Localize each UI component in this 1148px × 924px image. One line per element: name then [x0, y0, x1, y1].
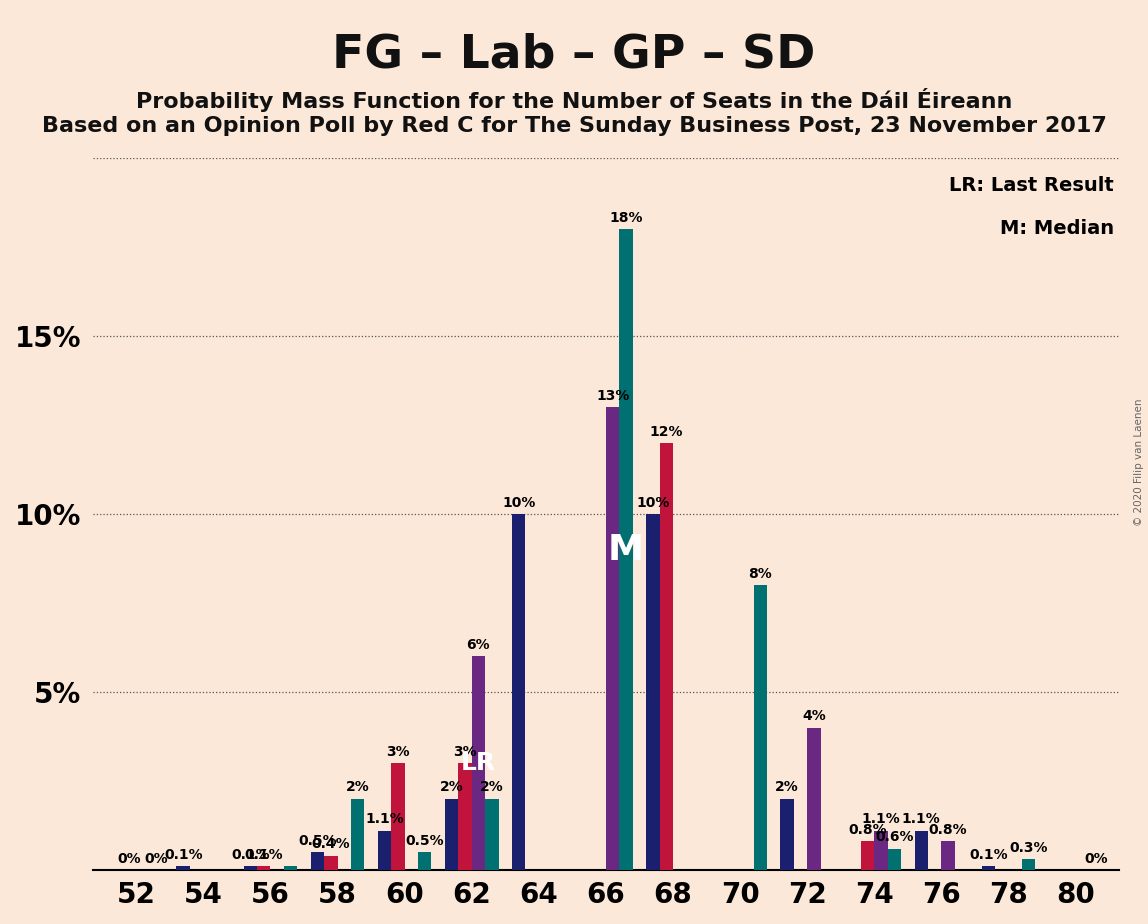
- Text: 0.5%: 0.5%: [405, 833, 444, 848]
- Bar: [458, 763, 472, 869]
- Bar: [378, 831, 391, 869]
- Text: Probability Mass Function for the Number of Seats in the Dáil Éireann: Probability Mass Function for the Number…: [135, 88, 1013, 112]
- Text: M: M: [608, 532, 644, 566]
- Text: 1.1%: 1.1%: [902, 812, 940, 826]
- Text: 0%: 0%: [118, 852, 141, 866]
- Text: LR: LR: [460, 751, 496, 775]
- Bar: [391, 763, 404, 869]
- Text: 2%: 2%: [775, 781, 799, 795]
- Text: 0.1%: 0.1%: [164, 848, 202, 862]
- Bar: [243, 867, 257, 869]
- Text: 0.6%: 0.6%: [875, 831, 914, 845]
- Text: 18%: 18%: [610, 211, 643, 225]
- Bar: [646, 514, 660, 869]
- Bar: [486, 798, 498, 869]
- Bar: [177, 867, 189, 869]
- Text: Based on an Opinion Poll by Red C for The Sunday Business Post, 23 November 2017: Based on an Opinion Poll by Red C for Th…: [41, 116, 1107, 136]
- Text: 0.8%: 0.8%: [929, 823, 968, 837]
- Text: 0.5%: 0.5%: [298, 833, 336, 848]
- Text: 12%: 12%: [650, 425, 683, 439]
- Bar: [887, 848, 901, 869]
- Text: 4%: 4%: [802, 710, 825, 723]
- Text: 8%: 8%: [748, 567, 773, 581]
- Bar: [512, 514, 526, 869]
- Text: 1.1%: 1.1%: [862, 812, 900, 826]
- Bar: [1022, 859, 1035, 869]
- Bar: [284, 867, 297, 869]
- Text: 0%: 0%: [145, 852, 168, 866]
- Text: 3%: 3%: [453, 745, 476, 759]
- Text: 0.1%: 0.1%: [969, 848, 1008, 862]
- Bar: [941, 842, 955, 869]
- Bar: [915, 831, 928, 869]
- Text: 0.3%: 0.3%: [1009, 841, 1048, 855]
- Text: © 2020 Filip van Laenen: © 2020 Filip van Laenen: [1134, 398, 1143, 526]
- Text: 3%: 3%: [386, 745, 410, 759]
- Bar: [311, 852, 324, 869]
- Text: M: Median: M: Median: [1000, 219, 1114, 237]
- Text: 2%: 2%: [440, 781, 464, 795]
- Text: 6%: 6%: [466, 638, 490, 652]
- Bar: [861, 842, 875, 869]
- Bar: [351, 798, 364, 869]
- Bar: [753, 585, 767, 869]
- Bar: [807, 727, 821, 869]
- Text: 1.1%: 1.1%: [365, 812, 404, 826]
- Bar: [660, 443, 673, 869]
- Text: 0%: 0%: [1084, 852, 1108, 866]
- Text: 10%: 10%: [502, 496, 535, 510]
- Bar: [418, 852, 432, 869]
- Text: 0.1%: 0.1%: [245, 848, 284, 862]
- Bar: [875, 831, 887, 869]
- Bar: [257, 867, 271, 869]
- Text: 2%: 2%: [480, 781, 504, 795]
- Text: FG – Lab – GP – SD: FG – Lab – GP – SD: [332, 32, 816, 78]
- Bar: [324, 856, 338, 869]
- Text: 0.4%: 0.4%: [311, 837, 350, 851]
- Bar: [445, 798, 458, 869]
- Bar: [781, 798, 793, 869]
- Text: LR: Last Result: LR: Last Result: [949, 176, 1114, 195]
- Bar: [472, 656, 486, 869]
- Text: 10%: 10%: [636, 496, 669, 510]
- Text: 2%: 2%: [346, 781, 370, 795]
- Text: 0.1%: 0.1%: [231, 848, 270, 862]
- Text: 0.8%: 0.8%: [848, 823, 887, 837]
- Bar: [606, 407, 619, 869]
- Bar: [619, 229, 633, 869]
- Text: 13%: 13%: [596, 389, 629, 403]
- Bar: [982, 867, 995, 869]
